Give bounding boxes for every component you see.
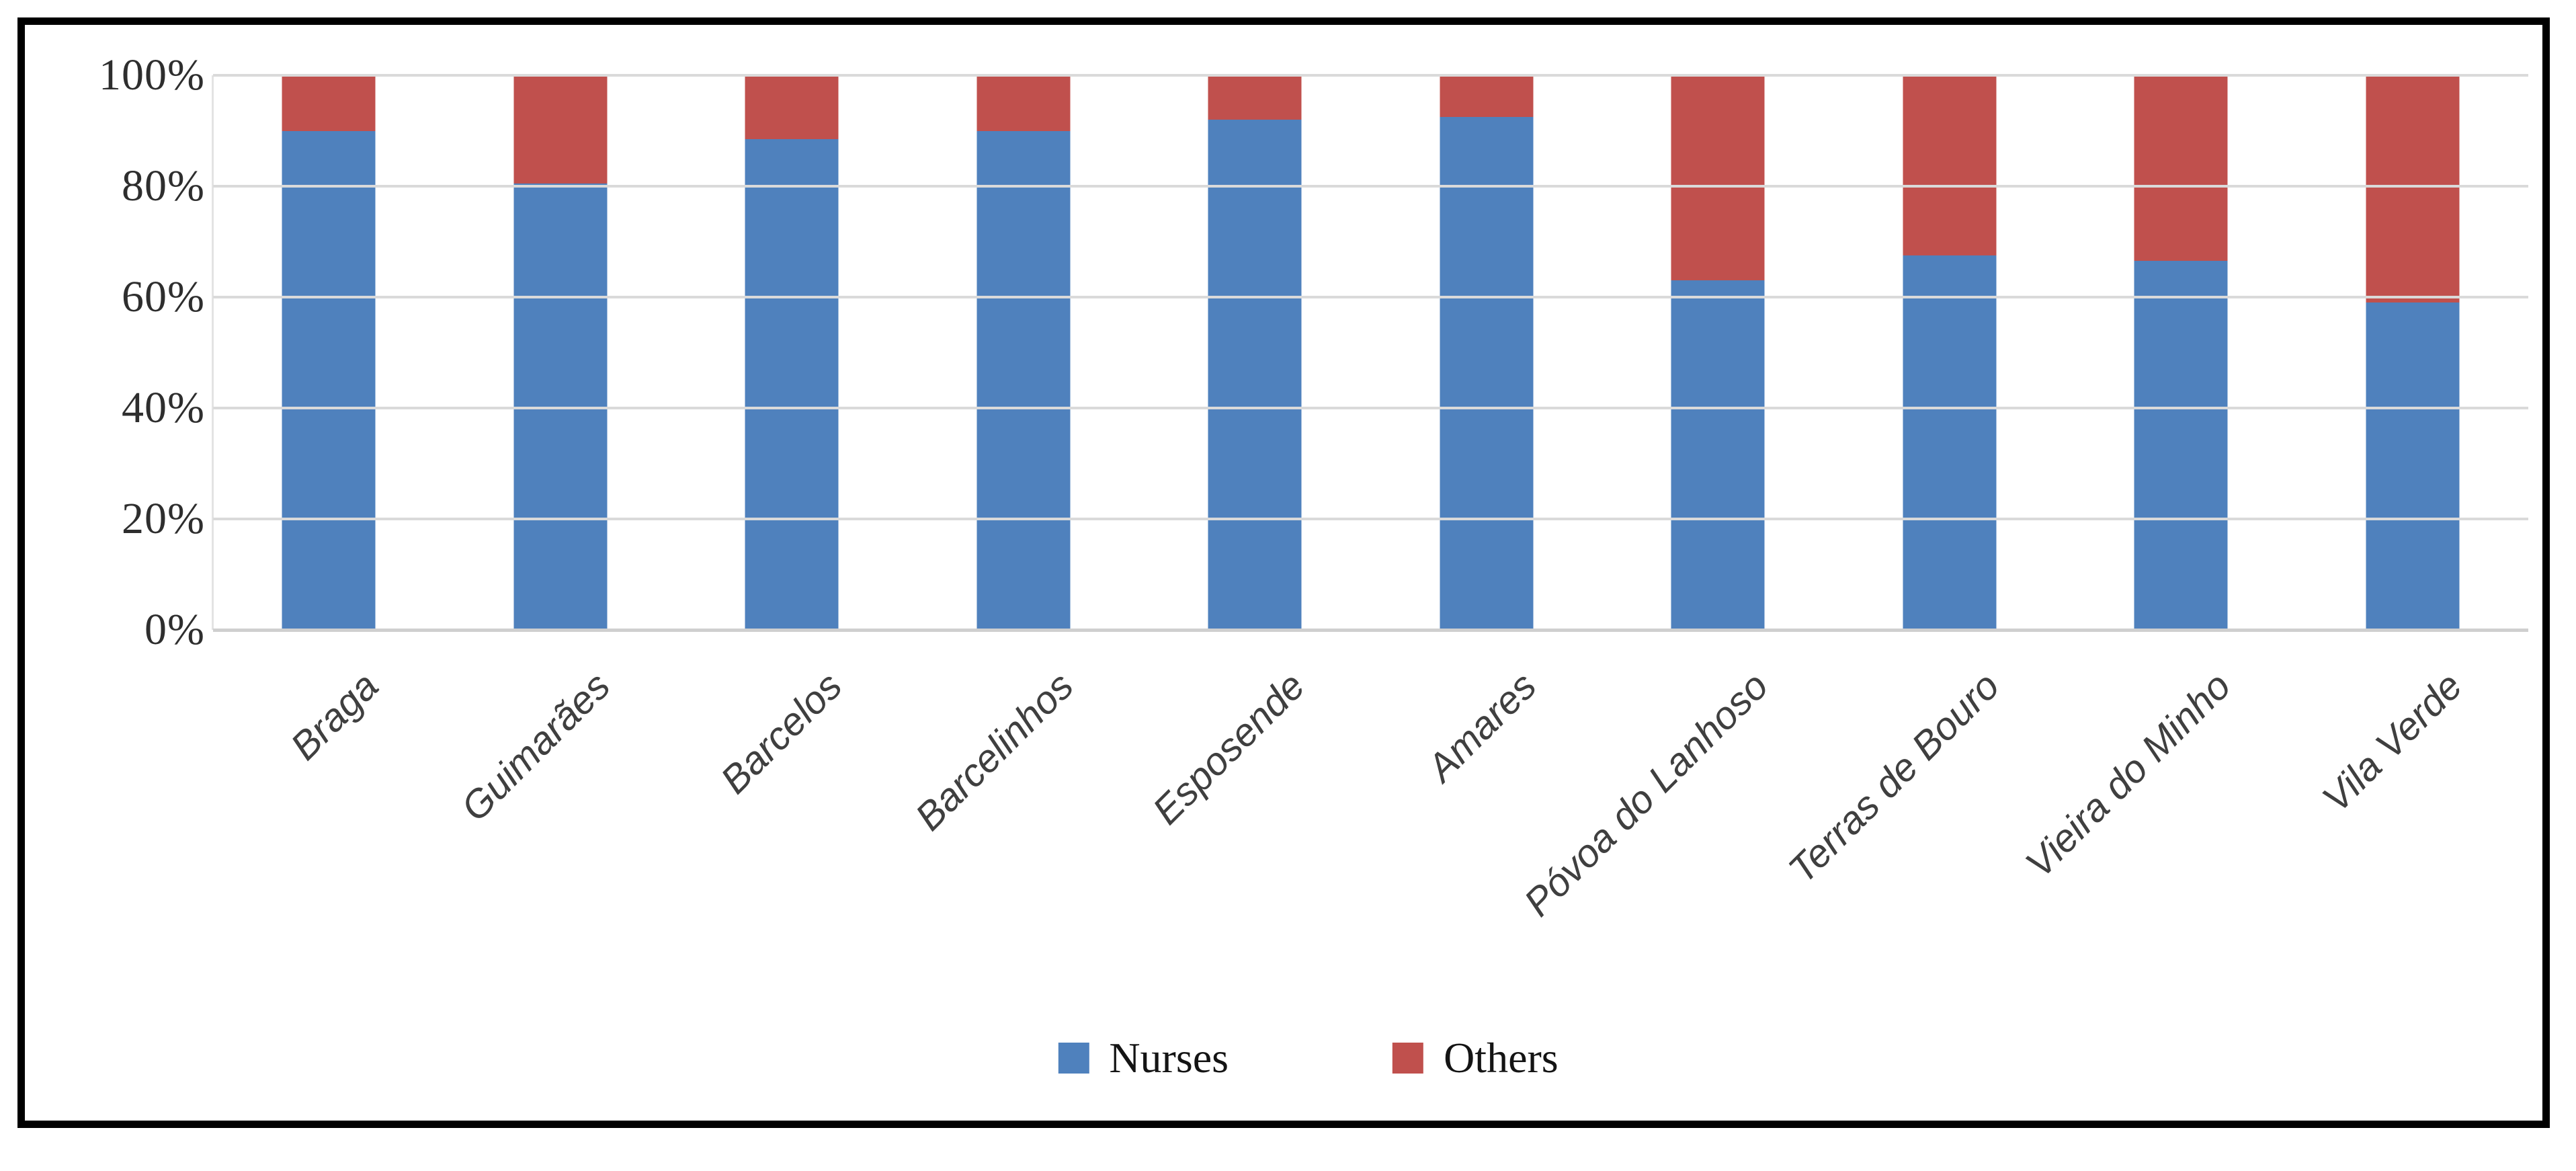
nurses-segment <box>1903 255 1997 630</box>
bar-slot <box>1834 75 2066 630</box>
bar-column <box>1440 75 1534 630</box>
bar-column <box>2366 75 2460 630</box>
legend-label-nurses: Nurses <box>1109 1034 1229 1082</box>
gridline <box>213 74 2528 77</box>
bar-column <box>1671 75 1765 630</box>
nurses-segment <box>977 130 1071 630</box>
bar-column <box>745 75 839 630</box>
x-axis-labels: Braga Guimarães Barcelos Barcelinhos Esposen… <box>213 630 2528 1006</box>
legend-item-nurses: Nurses <box>1058 1037 1229 1080</box>
y-axis: 0% 20% 40% 60% 80% 100% <box>0 50 205 654</box>
nurses-segment <box>282 130 376 630</box>
gridline <box>213 407 2528 409</box>
bar-column <box>513 75 608 630</box>
bar-column <box>1903 75 1997 630</box>
nurses-segment <box>2366 302 2460 630</box>
bar-slot <box>2297 75 2529 630</box>
bar-column <box>2134 75 2228 630</box>
x-category-label: Barcelinhos <box>907 663 1082 839</box>
gridline <box>213 296 2528 298</box>
others-segment <box>282 75 376 131</box>
nurses-segment <box>2134 261 2228 630</box>
y-tick-label: 20% <box>122 494 205 543</box>
others-segment <box>745 75 839 139</box>
x-category-label: Guimarães <box>452 663 619 830</box>
bar-slot <box>445 75 677 630</box>
bar-column <box>1208 75 1302 630</box>
x-category-label: Amares <box>1419 663 1545 790</box>
others-segment <box>2134 75 2228 261</box>
others-segment <box>1440 75 1534 117</box>
nurses-segment <box>1440 116 1534 630</box>
bar-slot <box>1139 75 1371 630</box>
bar-column <box>977 75 1071 630</box>
y-tick-label: 60% <box>122 272 205 321</box>
nurses-legend-swatch <box>1058 1043 1089 1074</box>
x-category-label: Vieira do Minho <box>2017 663 2239 886</box>
x-category-label: Vila Verde <box>2314 663 2471 821</box>
legend-label-others: Others <box>1444 1034 1559 1082</box>
x-category-label: Barcelos <box>712 663 850 803</box>
x-axis-line <box>213 629 2528 632</box>
y-tick-label: 80% <box>122 161 205 210</box>
others-segment <box>1903 75 1997 256</box>
y-tick-label: 0% <box>144 605 205 654</box>
others-segment <box>1671 75 1765 281</box>
bar-slot <box>908 75 1140 630</box>
x-category-label: Póvoa do Lanhoso <box>1515 663 1776 925</box>
others-segment <box>2366 75 2460 303</box>
bar-slot <box>2065 75 2297 630</box>
nurses-segment <box>1208 120 1302 630</box>
bars-container <box>213 75 2528 630</box>
bar-slot <box>676 75 908 630</box>
x-category-label: Braga <box>282 663 387 769</box>
nurses-segment <box>1671 280 1765 630</box>
others-legend-swatch <box>1393 1043 1424 1074</box>
x-category-label: Terras de Bouro <box>1780 663 2008 892</box>
bar-slot <box>1371 75 1603 630</box>
x-category-label: Esposende <box>1144 663 1313 833</box>
gridline <box>213 185 2528 188</box>
bar-slot <box>213 75 445 630</box>
legend-item-others: Others <box>1393 1037 1559 1080</box>
y-axis-line <box>212 75 214 630</box>
others-segment <box>977 75 1071 131</box>
gridline <box>213 518 2528 520</box>
plot-area <box>212 74 2528 632</box>
bar-column <box>282 75 376 630</box>
legend: Nurses Others <box>1058 1037 1559 1080</box>
nurses-segment <box>513 183 608 630</box>
others-segment <box>1208 75 1302 120</box>
others-segment <box>513 75 608 184</box>
bar-slot <box>1602 75 1834 630</box>
y-tick-label: 100% <box>99 50 205 99</box>
y-tick-label: 40% <box>122 383 205 432</box>
nurses-segment <box>745 138 839 630</box>
